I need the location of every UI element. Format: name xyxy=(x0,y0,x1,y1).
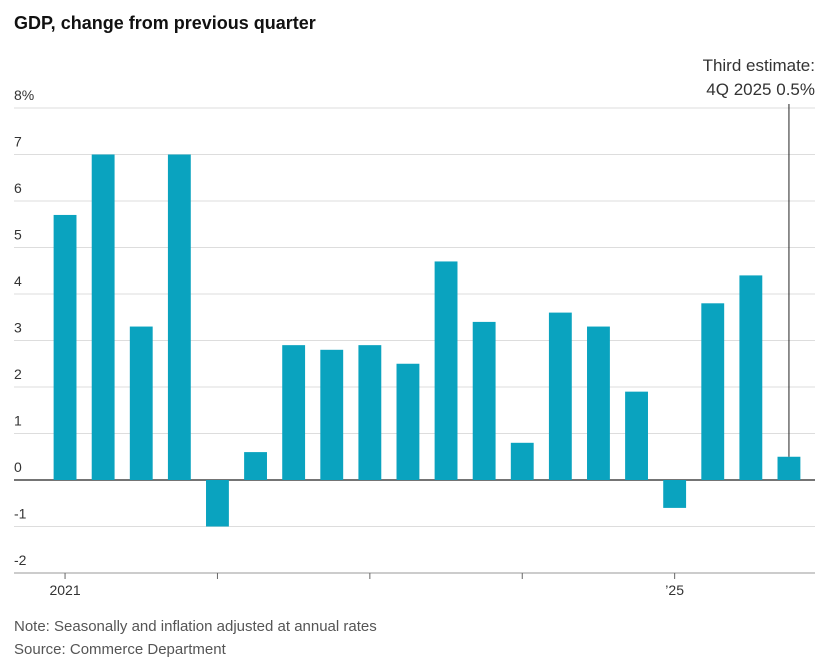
bar xyxy=(129,326,153,480)
bar xyxy=(167,154,191,480)
bar xyxy=(91,154,115,480)
chart-title: GDP, change from previous quarter xyxy=(14,13,316,33)
bar xyxy=(396,363,420,480)
y-tick-label: 5 xyxy=(14,227,22,243)
bar xyxy=(625,391,648,480)
y-tick-label: 2 xyxy=(14,366,22,382)
bar xyxy=(663,480,687,508)
y-tick-label: 4 xyxy=(14,273,22,289)
annotation: Third estimate: xyxy=(703,56,815,75)
bar xyxy=(206,480,229,527)
bar xyxy=(587,326,610,480)
bar xyxy=(472,321,496,480)
note: Note: Seasonally and inflation adjusted … xyxy=(14,618,377,635)
bar xyxy=(548,312,572,480)
x-tick-label: 2021 xyxy=(49,582,80,598)
bar xyxy=(739,275,763,480)
y-tick-label: -1 xyxy=(14,506,27,522)
bar xyxy=(320,349,344,480)
bar xyxy=(701,303,725,480)
annotation: 4Q 2025 0.5% xyxy=(706,80,815,99)
bar xyxy=(777,456,801,480)
bar xyxy=(358,345,382,480)
bar xyxy=(434,261,458,480)
x-tick-label: ’25 xyxy=(665,582,684,598)
y-tick-label: 0 xyxy=(14,459,22,475)
y-tick-label: 3 xyxy=(14,320,22,336)
bar xyxy=(53,214,77,480)
y-tick-label: 7 xyxy=(14,134,22,150)
y-tick-label: -2 xyxy=(14,552,27,568)
bar xyxy=(244,452,267,480)
bar xyxy=(282,345,306,480)
source: Source: Commerce Department xyxy=(14,641,227,658)
y-tick-label: 6 xyxy=(14,180,22,196)
bar xyxy=(510,442,534,480)
y-tick-label: 1 xyxy=(14,413,22,429)
y-tick-label: 8% xyxy=(14,87,34,103)
